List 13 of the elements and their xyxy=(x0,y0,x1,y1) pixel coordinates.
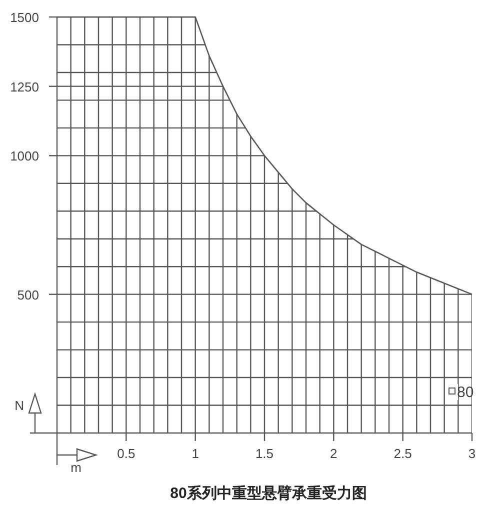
x-axis-title: m xyxy=(70,460,82,475)
x-tick-label: 2.5 xyxy=(394,446,412,461)
text: 80系列中重型悬臂承重受力图 xyxy=(170,484,367,502)
x-tick-label: 2 xyxy=(330,446,338,461)
y-tick-label: 1250 xyxy=(10,79,39,94)
x-tick-label: 0.5 xyxy=(117,446,136,461)
x-tick-label: 1.5 xyxy=(255,446,274,461)
y-tick-label: 1500 xyxy=(10,10,39,25)
y-tick-label: 1000 xyxy=(10,148,39,164)
x-tick-label: 3 xyxy=(468,446,476,461)
x-tick-label: 1 xyxy=(192,446,199,461)
y-tick-label: 500 xyxy=(17,287,39,302)
y-axis-title: N xyxy=(14,398,24,413)
